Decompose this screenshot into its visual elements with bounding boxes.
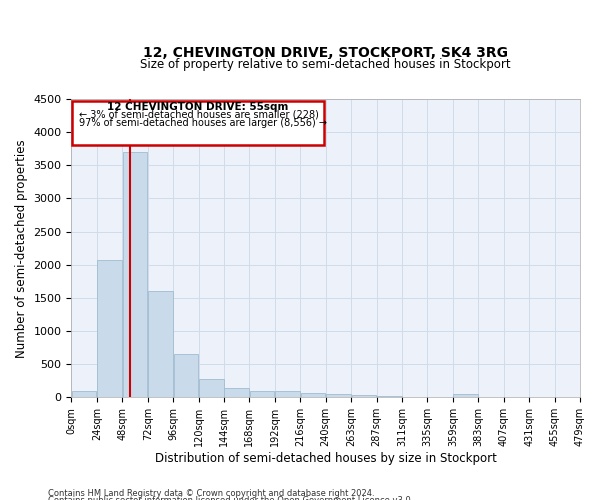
Title: Size of property relative to semi-detached houses in Stockport: Size of property relative to semi-detach… [140,58,511,71]
Bar [326,394,351,398]
Text: Contains HM Land Registry data © Crown copyright and database right 2024.: Contains HM Land Registry data © Crown c… [48,488,374,498]
Bar [173,354,198,398]
Text: Contains public sector information licensed under the Open Government Licence v3: Contains public sector information licen… [48,496,413,500]
Bar [97,260,122,398]
Text: ← 3% of semi-detached houses are smaller (228): ← 3% of semi-detached houses are smaller… [79,110,319,120]
Bar [453,394,478,398]
FancyBboxPatch shape [73,101,323,145]
Text: 12, CHEVINGTON DRIVE, STOCKPORT, SK4 3RG: 12, CHEVINGTON DRIVE, STOCKPORT, SK4 3RG [143,46,508,60]
Bar [403,396,427,398]
Bar [148,292,173,398]
Bar [199,379,224,398]
Text: 97% of semi-detached houses are larger (8,556) →: 97% of semi-detached houses are larger (… [79,118,327,128]
Bar [301,393,325,398]
Bar [352,395,376,398]
Bar [72,390,97,398]
Bar [224,388,249,398]
Bar [122,152,147,398]
Bar [250,390,274,398]
X-axis label: Distribution of semi-detached houses by size in Stockport: Distribution of semi-detached houses by … [155,452,497,465]
Y-axis label: Number of semi-detached properties: Number of semi-detached properties [15,139,28,358]
Text: 12 CHEVINGTON DRIVE: 55sqm: 12 CHEVINGTON DRIVE: 55sqm [107,102,289,113]
Bar [377,396,401,398]
Bar [275,392,300,398]
